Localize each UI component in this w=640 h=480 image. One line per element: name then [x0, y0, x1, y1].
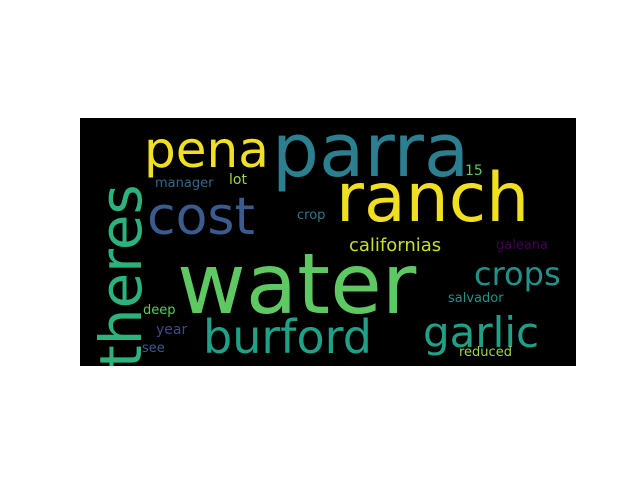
word-water: water	[177, 235, 417, 333]
word-salvador: salvador	[448, 291, 504, 306]
word-garlic: garlic	[423, 308, 540, 357]
word-parra: parra	[272, 118, 470, 194]
word-burford: burford	[203, 310, 372, 364]
word-reduced: reduced	[459, 345, 512, 360]
word-year: year	[156, 322, 188, 338]
word-cloud: parra water ranch cost pena theres burfo…	[80, 118, 576, 366]
word-pena: pena	[144, 121, 269, 179]
word-see: see	[142, 341, 165, 356]
word-theres: theres	[87, 184, 155, 366]
word-ranch: ranch	[336, 159, 530, 238]
word-crops: crops	[474, 255, 561, 293]
word-californias: californias	[349, 235, 442, 256]
word-deep: deep	[143, 303, 176, 318]
word-15: 15	[465, 163, 483, 179]
word-cost: cost	[147, 187, 255, 247]
word-manager: manager	[155, 176, 214, 191]
word-lot: lot	[229, 172, 247, 188]
word-galeana: galeana	[496, 238, 548, 253]
word-crop: crop	[297, 208, 326, 223]
